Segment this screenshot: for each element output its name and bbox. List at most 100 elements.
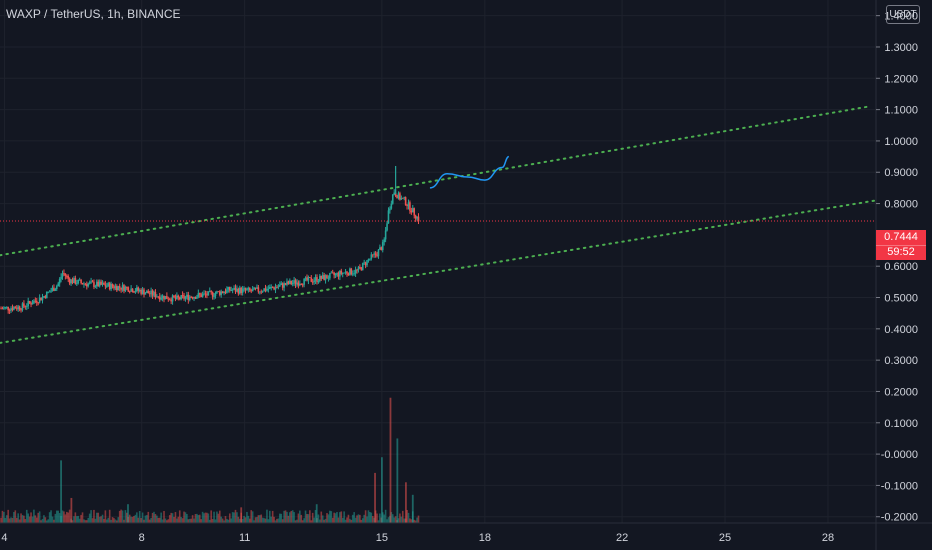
candle-body xyxy=(376,254,378,257)
candle-body xyxy=(410,210,413,213)
currency-badge[interactable]: USDT xyxy=(886,5,920,24)
candle-body xyxy=(157,296,160,298)
candle-body xyxy=(147,291,150,294)
candle-body xyxy=(50,290,52,292)
candle-body xyxy=(104,284,107,287)
volume-bar xyxy=(337,517,340,523)
time-axis-label: 11 xyxy=(239,532,250,544)
volume-bar xyxy=(213,511,215,523)
volume-bar xyxy=(123,519,125,523)
volume-bar xyxy=(177,516,180,523)
candle-body xyxy=(257,287,260,292)
candle-body xyxy=(77,279,80,284)
volume-bar xyxy=(323,519,325,523)
time-axis-label: 22 xyxy=(616,532,628,544)
volume-bar xyxy=(310,520,313,523)
volume-bar xyxy=(160,512,162,523)
volume-bar xyxy=(230,518,233,523)
price-axis-label: 0.1000 xyxy=(884,418,918,430)
candle-body xyxy=(131,288,134,293)
volume-bar xyxy=(333,512,335,523)
candle-body xyxy=(167,298,170,300)
candle-body xyxy=(55,286,58,290)
volume-bar xyxy=(270,516,273,523)
candle-body xyxy=(64,273,67,276)
candle-body xyxy=(80,279,82,284)
candle-body xyxy=(86,284,88,287)
volume-bar xyxy=(166,520,168,523)
volume-bar xyxy=(341,517,344,523)
current-price-label: 0.7444 xyxy=(884,231,918,243)
candle-body xyxy=(381,242,384,251)
volume-bar xyxy=(279,513,281,523)
candle-body xyxy=(218,291,221,295)
candle-body xyxy=(60,276,62,280)
candle-body xyxy=(230,290,233,291)
volume-bar xyxy=(84,520,87,523)
volume-bar xyxy=(313,517,315,523)
candle-body xyxy=(300,283,303,285)
price-axis[interactable]: 1.4000 1.3000 1.2000 1.1000 1.0000 0.9000 0.80… xyxy=(875,0,918,550)
candle-body xyxy=(207,291,210,296)
trendlines[interactable] xyxy=(0,105,877,344)
volume-bar xyxy=(204,512,207,523)
candle-body xyxy=(336,272,338,274)
volume-bar xyxy=(263,518,265,523)
volume-bar xyxy=(356,515,358,523)
candle-body xyxy=(253,287,255,290)
candle-body xyxy=(363,262,365,264)
candle-body xyxy=(133,292,135,293)
volume-bar xyxy=(57,510,60,523)
time-axis[interactable]: 4 8 11 15 18 22 25 28 xyxy=(0,522,932,544)
volume-bar xyxy=(246,511,248,523)
candle-body xyxy=(407,202,410,207)
candle-body xyxy=(264,288,267,291)
volume-bar xyxy=(74,512,77,523)
volume-bar xyxy=(334,513,337,523)
projection-curve[interactable] xyxy=(429,155,510,189)
volume-bar xyxy=(8,518,11,523)
candle-body xyxy=(244,288,247,291)
candle-body xyxy=(181,295,184,296)
volume-bar xyxy=(289,512,291,523)
volume-spike xyxy=(315,504,318,523)
candle-body xyxy=(100,281,102,285)
candle-body xyxy=(344,271,347,273)
volume-bar xyxy=(120,509,122,523)
volume-bar xyxy=(28,516,31,523)
candle-body xyxy=(399,193,401,200)
volume-bar xyxy=(324,518,327,523)
volume-bar xyxy=(309,510,311,523)
volume-bar xyxy=(23,515,25,523)
volume-bar xyxy=(107,517,110,523)
price-axis-label: 0.9000 xyxy=(884,167,918,179)
candle-body xyxy=(63,273,65,274)
volume-bar xyxy=(188,518,191,523)
volume-bar xyxy=(24,519,27,523)
volume-bar xyxy=(164,518,167,523)
volume-bar xyxy=(224,516,227,523)
candle-body xyxy=(183,295,185,299)
candle-body xyxy=(310,277,313,282)
candle-body xyxy=(217,291,220,293)
volume-bar xyxy=(138,511,141,523)
volume-bar xyxy=(253,520,255,523)
candle-body xyxy=(304,277,307,279)
volume-bar xyxy=(214,519,217,523)
candle-body xyxy=(137,287,140,291)
volume-bar xyxy=(167,519,170,523)
candle-body xyxy=(327,278,330,280)
candle-body xyxy=(351,273,354,275)
volume-bar xyxy=(244,517,247,523)
volume-spike xyxy=(70,497,73,523)
price-axis-label: 1.1000 xyxy=(884,105,918,117)
volume-bar xyxy=(67,512,70,523)
volume-bar xyxy=(50,510,52,523)
candle-body xyxy=(126,286,128,288)
price-axis-label: 0.5000 xyxy=(884,293,918,305)
candle-body xyxy=(366,260,368,266)
volume-spike xyxy=(374,472,376,523)
price-axis-label: 1.0000 xyxy=(884,136,918,148)
volume-bar xyxy=(403,518,406,523)
